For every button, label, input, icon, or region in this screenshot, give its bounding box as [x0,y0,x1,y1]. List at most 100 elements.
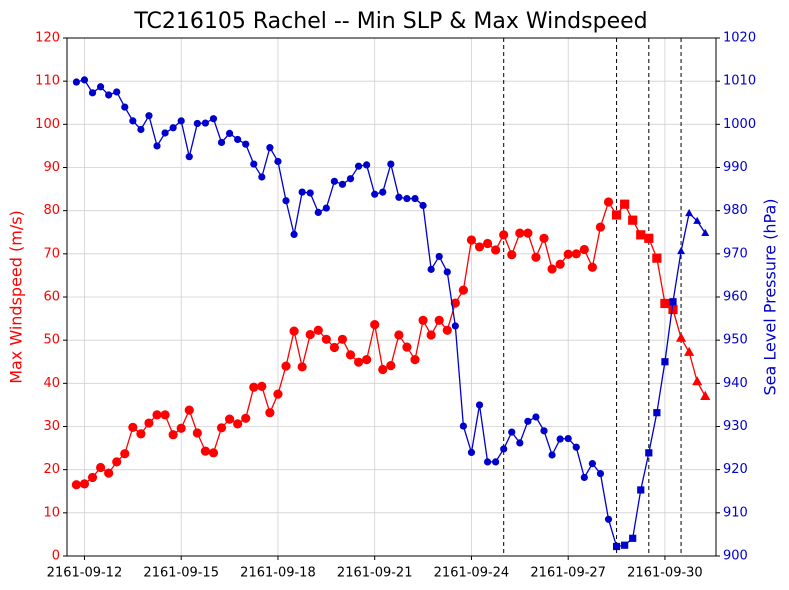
marker [95,462,106,473]
marker [677,246,686,255]
marker [563,249,573,259]
marker [314,208,322,216]
marker [387,160,395,168]
marker [419,201,427,210]
marker [313,325,323,335]
x-tick-label: 2161-09-21 [337,566,413,581]
marker [120,449,130,459]
y2-tick-label: 1020 [723,31,756,46]
marker [676,332,687,342]
marker [524,417,532,425]
marker [604,515,613,523]
marker [346,175,355,183]
y2-tick-label: 960 [723,290,748,305]
marker [217,138,226,147]
y-tick-label: 100 [35,117,60,132]
marker [653,409,661,417]
y2-tick-label: 930 [723,419,748,434]
marker [628,215,638,225]
y2-tick-label: 920 [723,462,748,477]
marker [176,423,186,433]
marker [411,194,419,203]
marker [184,405,194,415]
marker [507,250,517,260]
marker [629,534,637,542]
marker [224,414,235,424]
marker [645,449,653,457]
marker [129,117,137,125]
marker [297,362,307,372]
plot-frame [66,37,717,557]
marker [144,418,154,428]
marker [579,244,589,255]
marker [539,233,549,243]
marker [467,448,476,456]
marker [185,153,193,161]
marker [442,325,452,335]
marker [87,472,98,483]
marker [684,346,695,356]
marker [71,480,82,490]
marker [273,389,283,399]
marker [192,428,202,438]
y2-tick-label: 910 [723,505,748,520]
marker [354,162,363,170]
y-tick-label: 120 [35,31,60,46]
marker [345,350,356,360]
marker [426,330,436,340]
marker [168,430,178,440]
y-tick-label: 110 [35,74,60,89]
marker [305,329,315,340]
marker [410,354,420,365]
marker [153,142,161,150]
marker [402,342,412,352]
y-tick-label: 90 [43,160,60,175]
y2-tick-label: 1010 [723,74,756,89]
marker [499,230,509,240]
marker [548,451,556,459]
marker [370,320,380,330]
x-tick-label: 2161-09-18 [240,566,316,581]
marker [242,140,250,148]
marker [371,190,379,198]
marker [216,423,227,433]
marker [532,413,540,421]
marker [258,173,266,181]
y2-tick-label: 940 [723,376,748,391]
marker [482,238,493,249]
marker [329,342,339,353]
marker [289,326,299,336]
marker [434,315,444,325]
marker [531,252,541,262]
y2-tick-label: 970 [723,246,748,261]
marker [508,428,516,436]
marker [281,361,291,371]
x-tick-label: 2161-09-27 [530,566,606,581]
marker [459,422,467,430]
marker [225,129,234,137]
marker [523,228,533,238]
marker [112,457,122,467]
marker [587,262,597,272]
marker [701,228,710,236]
marker [443,268,451,276]
marker [234,135,242,144]
marker [363,161,371,169]
marker [353,357,364,367]
y-axis-label: Max Windspeed (m/s) [7,210,26,384]
y-tick-label: 0 [52,549,60,564]
marker [394,330,404,340]
marker [177,117,185,125]
marker [540,427,548,435]
marker [450,298,460,308]
y-tick-label: 40 [43,376,60,391]
marker [72,78,81,86]
marker [160,410,170,420]
marker [386,361,396,371]
marker [249,382,259,392]
marker [250,160,258,168]
marker [491,245,501,255]
marker [516,439,524,447]
marker [492,458,500,466]
marker [282,197,290,205]
